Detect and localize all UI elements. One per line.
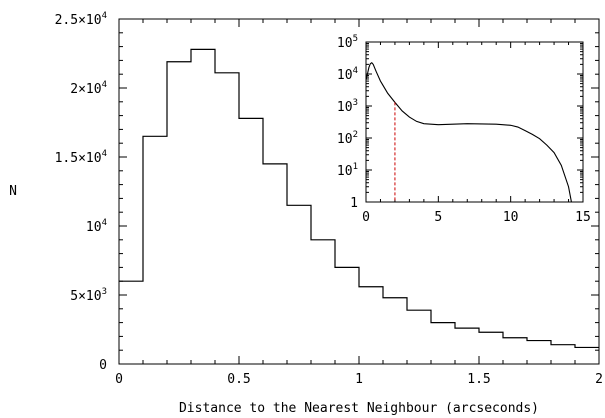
inset-x-tick-label: 0 [362,210,370,225]
main-y-tick-label: 2.5×104 [55,11,107,28]
main-x-tick-label: 0.5 [227,372,250,387]
inset-x-tick-label: 10 [503,210,519,225]
inset-y-tick-label: 105 [337,34,358,51]
inset-y-tick-label: 104 [337,66,358,83]
inset-y-tick-label: 102 [337,130,358,147]
inset-chart: 0 5 10 15 1 101 102 103 104 105 [337,34,591,225]
main-chart: 0 0.5 1 1.5 2 0 5×103 104 1.5×104 2×104 2.5×104 D… [9,11,603,416]
main-histogram-bars [119,48,599,349]
inset-series [365,62,572,203]
inset-histogram-line [365,62,572,203]
main-y-tick-labels: 0 5×103 104 1.5×104 2×104 2.5×104 [55,11,107,373]
main-x-tick-label: 1.5 [467,372,490,387]
inset-y-tick-label: 101 [337,162,358,179]
inset-y-tick-label: 1 [350,196,358,211]
inset-plot-frame [365,41,584,203]
main-histogram-line [119,48,599,349]
inset-x-tick-label: 15 [575,210,591,225]
main-x-tick-labels: 0 0.5 1 1.5 2 [115,372,603,387]
main-y-tick-label: 5×103 [70,287,107,304]
inset-x-tick-label: 5 [434,210,442,225]
main-y-tick-label: 104 [86,218,107,235]
inset-plot-background [366,42,583,202]
inset-y-tick-label: 103 [337,98,358,115]
inset-y-tick-labels: 1 101 102 103 104 105 [337,34,358,211]
main-x-tick-label: 1 [355,372,363,387]
y-axis-title: N [9,184,17,199]
main-x-tick-label: 2 [595,372,603,387]
main-y-tick-label: 0 [99,358,107,373]
main-y-tick-label: 1.5×104 [55,149,107,166]
main-x-tick-label: 0 [115,372,123,387]
inset-x-tick-labels: 0 5 10 15 [362,210,591,225]
main-ticks [118,18,600,365]
main-y-tick-label: 2×104 [70,80,107,97]
x-axis-title: Distance to the Nearest Neighbour (arcse… [179,401,539,416]
